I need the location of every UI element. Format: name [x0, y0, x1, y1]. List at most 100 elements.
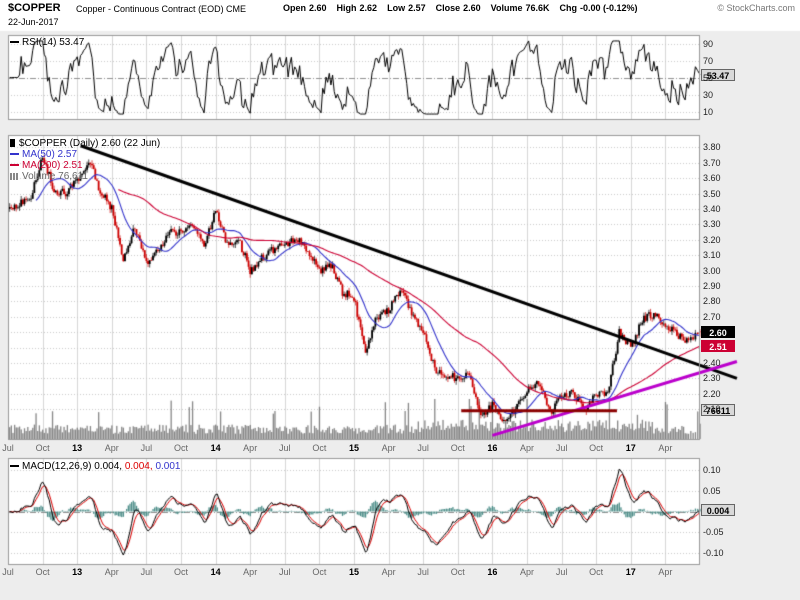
x-tick-label: Apr: [104, 567, 119, 577]
macd-value-box: 0.004: [701, 503, 735, 516]
x-tick-label: Oct: [450, 567, 465, 577]
macd-value-1: 0.004,: [94, 461, 123, 472]
rsi-line-icon: [10, 41, 19, 44]
x-tick-label: Oct: [450, 443, 465, 453]
x-tick-label: Jul: [417, 443, 429, 453]
x-tick-label: Jul: [140, 567, 153, 577]
y-tick-price: 2.20: [703, 388, 721, 399]
quote-close: Close 2.60: [435, 3, 481, 13]
ma200-value-box: 2.51: [701, 340, 735, 353]
y-tick-macd: -0.10: [703, 547, 724, 558]
x-tick-label: Oct: [35, 443, 50, 453]
quote-open: Open 2.60: [283, 3, 327, 13]
ma50-line-icon: [10, 153, 19, 156]
candlestick-icon: [10, 139, 15, 148]
y-tick-price: 3.80: [703, 142, 721, 153]
macd-value-2: 0.004,: [124, 461, 153, 472]
price-legend: $COPPER (Daily) 2.60 (22 Jun) MA(50) 2.5…: [10, 138, 160, 182]
x-tick-label: Apr: [381, 443, 396, 453]
y-tick-price: 3.10: [703, 250, 721, 261]
contract-description: Copper - Continuous Contract (EOD) CME: [76, 4, 247, 14]
x-tick-label: Oct: [35, 567, 50, 577]
macd-line-icon: [10, 465, 19, 468]
x-tick-label: Apr: [381, 567, 396, 577]
volume-value-box: 76611: [701, 404, 735, 416]
rsi-legend-label: RSI(14) 53.47: [22, 37, 85, 48]
y-tick-macd: 0.10: [703, 465, 721, 476]
y-tick-price: 2.70: [703, 311, 721, 322]
x-tick-label: Jul: [417, 567, 429, 577]
x-tick-label: Jul: [279, 443, 291, 453]
rsi-legend: RSI(14) 53.47: [10, 37, 84, 48]
y-tick-rsi: 10: [703, 106, 714, 117]
y-tick-macd: -0.05: [703, 527, 724, 538]
x-tick-label: Apr: [104, 443, 119, 453]
macd-value-3: 0.001: [155, 461, 181, 472]
x-tick-label: Apr: [519, 443, 535, 453]
x-tick-label: 17: [625, 443, 636, 453]
x-tick-label: 17: [625, 567, 636, 577]
x-tick-label: Oct: [589, 567, 604, 577]
x-tick-label: Jul: [2, 567, 14, 577]
y-tick-rsi: 70: [703, 55, 714, 66]
x-tick-label: 15: [348, 443, 360, 453]
x-tick-label: Jul: [2, 443, 14, 453]
y-tick-price: 3.20: [703, 234, 721, 245]
copyright: © StockCharts.com: [717, 3, 795, 13]
x-tick-label: 13: [72, 567, 83, 577]
y-tick-price: 3.40: [703, 203, 721, 214]
x-tick-label: Oct: [312, 567, 327, 577]
x-tick-label: Apr: [243, 567, 258, 577]
x-tick-label: 13: [72, 443, 83, 453]
y-tick-price: 3.30: [703, 219, 721, 230]
x-tick-label: Oct: [589, 443, 604, 453]
price-legend-symbol-row: $COPPER (Daily) 2.60 (22 Jun): [10, 138, 160, 149]
x-tick-label: Jul: [555, 443, 568, 453]
ma50-legend-row: MA(50) 2.57: [10, 149, 160, 160]
x-tick-label: Apr: [519, 567, 535, 577]
y-tick-rsi: 30: [703, 89, 714, 100]
y-tick-price: 2.10: [703, 404, 721, 415]
x-tick-label: 16: [487, 567, 498, 577]
y-tick-price: 2.40: [703, 357, 721, 368]
y-tick-price: 3.70: [703, 157, 721, 168]
quote-volume: Volume 76.6K: [490, 3, 550, 13]
x-tick-label: 16: [487, 443, 498, 453]
x-tick-label: Apr: [658, 567, 673, 577]
y-tick-price: 2.90: [703, 280, 721, 291]
x-tick-label: Jul: [555, 567, 568, 577]
quote-summary: Open 2.60 High 2.62 Low 2.57 Close 2.60 Volu…: [280, 3, 638, 13]
y-tick-price: 3.00: [703, 265, 721, 276]
ticker-symbol: $COPPER: [8, 2, 61, 14]
x-tick-label: 14: [210, 443, 221, 453]
x-tick-label: Apr: [243, 443, 258, 453]
x-tick-label: Oct: [173, 567, 189, 577]
macd-legend-label: MACD(12,26,9): [22, 461, 92, 472]
y-tick-price: 2.80: [703, 296, 721, 307]
y-tick-macd: 0.05: [703, 485, 721, 496]
volume-bars-icon: [10, 172, 19, 180]
y-tick-price: 3.60: [703, 173, 721, 184]
y-tick-price: 3.50: [703, 188, 721, 199]
quote-change: Chg -0.00 (-0.12%): [559, 3, 638, 13]
last-price-box: 2.60: [701, 326, 735, 339]
macd-legend: MACD(12,26,9) 0.004, 0.004, 0.001: [10, 461, 180, 472]
quote-low: Low 2.57: [387, 3, 426, 13]
volume-legend-row: Volume 76,611: [10, 171, 160, 182]
x-tick-label: Oct: [312, 443, 327, 453]
x-tick-label: 15: [348, 567, 360, 577]
x-tick-label: 14: [210, 567, 221, 577]
quote-high: High 2.62: [336, 3, 378, 13]
chart-date: 22-Jun-2017: [8, 17, 59, 27]
x-tick-label: Jul: [140, 443, 153, 453]
ma200-legend-row: MA(200) 2.51: [10, 160, 160, 171]
y-tick-rsi: 90: [703, 38, 714, 49]
y-tick-rsi: 50: [703, 72, 714, 83]
ma200-line-icon: [10, 164, 19, 167]
x-tick-label: Apr: [658, 443, 673, 453]
y-tick-price: 2.30: [703, 373, 721, 384]
x-tick-label: Oct: [173, 443, 189, 453]
x-tick-label: Jul: [279, 567, 291, 577]
